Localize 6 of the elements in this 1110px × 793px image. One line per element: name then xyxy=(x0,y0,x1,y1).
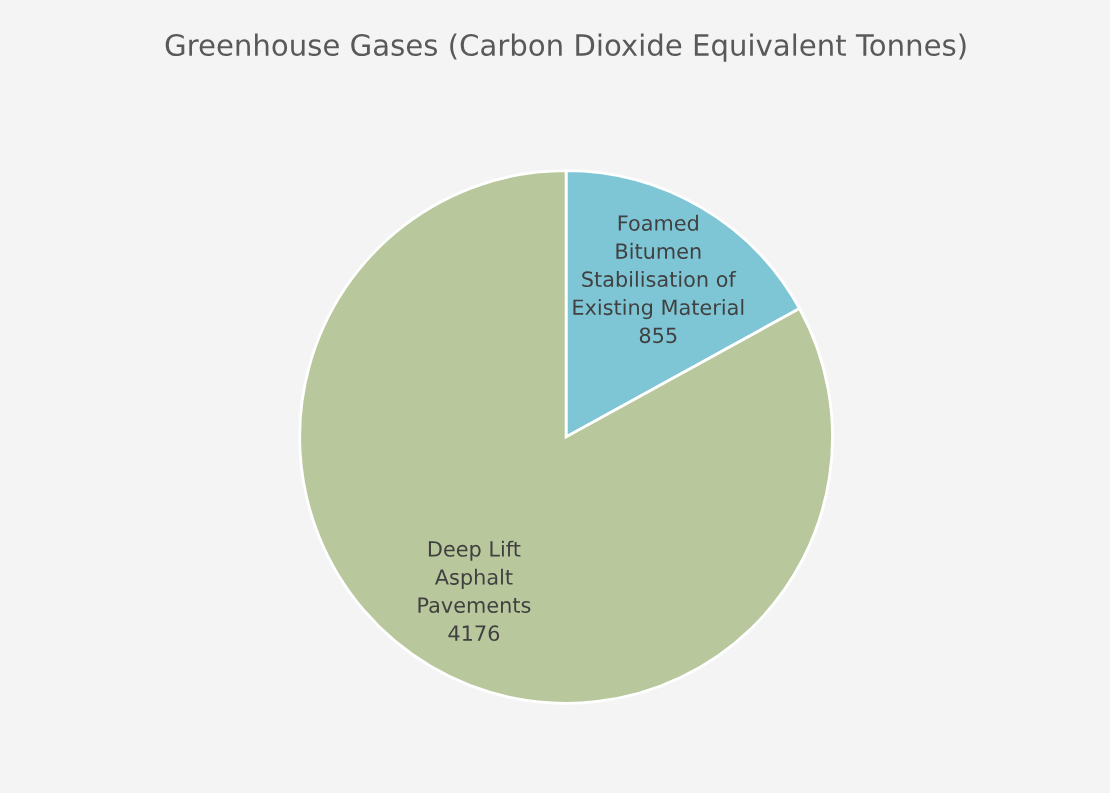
slice-label: Foamed Bitumen Stabilisation of Existing Material xyxy=(573,214,744,320)
pie-slice xyxy=(298,169,834,705)
data-label: 4176 xyxy=(448,625,500,642)
slice-label: Deep Lift Asphalt Pavements xyxy=(418,540,531,613)
data-label: 855 xyxy=(639,327,677,344)
chart-title: Greenhouse Gases (Carbon Dioxide Equivalent Tonnes) xyxy=(165,33,966,62)
